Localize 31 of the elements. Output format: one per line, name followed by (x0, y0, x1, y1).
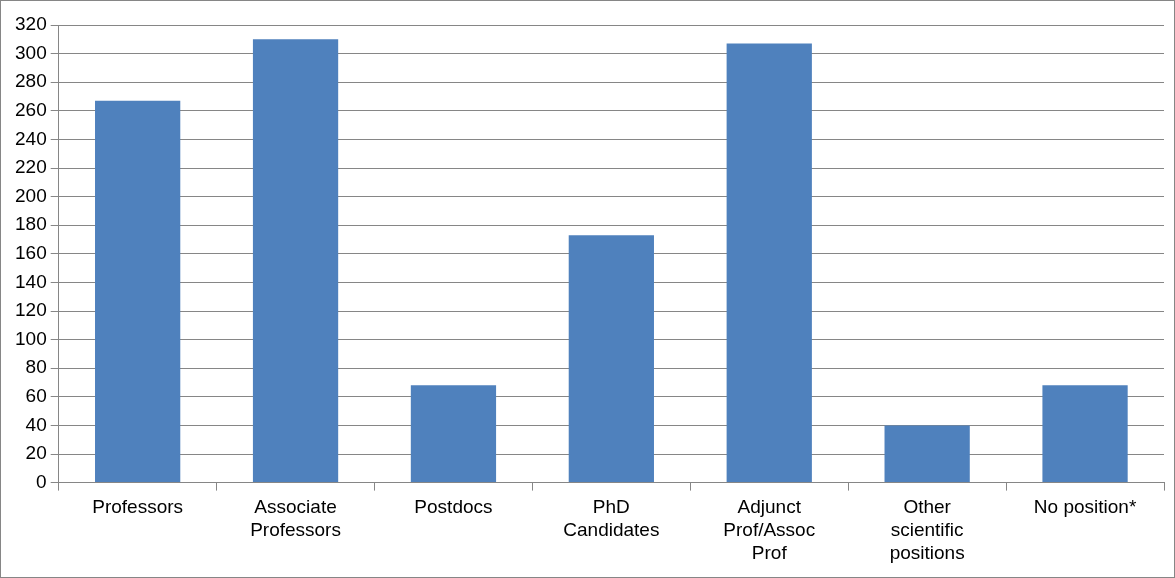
y-tick-label: 280 (15, 70, 47, 92)
bar (252, 39, 339, 483)
y-tick-label: 40 (25, 413, 47, 435)
x-tick-label: No position* (1033, 496, 1137, 518)
bar (95, 100, 181, 483)
x-tick-label: Other scientific positions (889, 496, 965, 563)
y-tick-label: 20 (25, 442, 47, 464)
y-tick-label: 300 (15, 41, 47, 63)
y-tick-label: 100 (15, 327, 47, 349)
y-tick-label: 240 (15, 127, 47, 149)
y-tick-label: 120 (15, 299, 47, 321)
y-tick-label: 260 (15, 99, 47, 121)
x-tick-label: Postdocs (414, 496, 493, 518)
y-tick-label: 80 (25, 356, 47, 378)
y-tick-label: 160 (15, 242, 47, 264)
bar (410, 385, 497, 483)
bar (726, 43, 812, 483)
x-tick-label: Associate Professors (250, 496, 341, 541)
x-tick-label: Professors (92, 496, 184, 518)
y-tick-label: 180 (15, 213, 47, 235)
bar (1042, 385, 1128, 483)
y-tick-label: 320 (15, 13, 47, 35)
x-tick-label: PhD Candidates (563, 496, 660, 541)
y-tick-label: 200 (15, 184, 47, 206)
bar (568, 235, 654, 483)
y-tick-label: 140 (15, 270, 47, 292)
x-tick-label: Adjunct Prof/Assoc Prof (723, 496, 816, 563)
bar (884, 425, 970, 483)
y-tick-label: 0 (36, 470, 47, 492)
y-tick-label: 60 (25, 385, 47, 407)
y-tick-label: 220 (15, 156, 47, 178)
